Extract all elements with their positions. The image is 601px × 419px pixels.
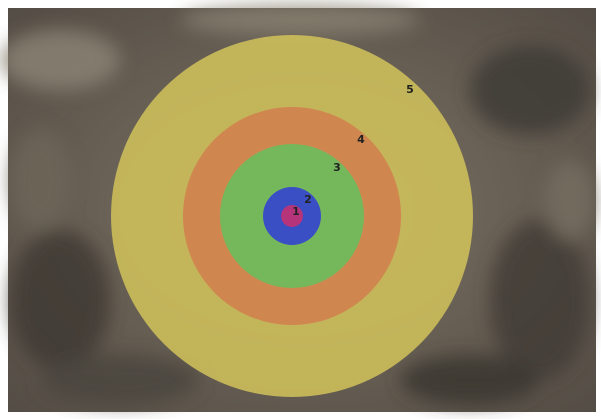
ring-label: 2 (304, 193, 312, 206)
ring-label: 5 (406, 83, 414, 96)
ring-label: 4 (357, 133, 365, 146)
ring-1 (281, 205, 303, 227)
rings (111, 35, 473, 397)
ring-label: 3 (333, 161, 341, 174)
ring-label: 1 (292, 205, 300, 218)
